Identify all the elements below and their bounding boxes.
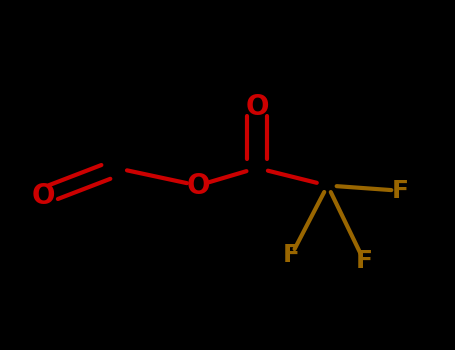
Text: F: F xyxy=(355,249,373,273)
Text: O: O xyxy=(186,172,210,200)
Text: F: F xyxy=(392,179,409,203)
Text: O: O xyxy=(245,93,269,121)
Text: O: O xyxy=(31,182,55,210)
Text: F: F xyxy=(283,244,300,267)
